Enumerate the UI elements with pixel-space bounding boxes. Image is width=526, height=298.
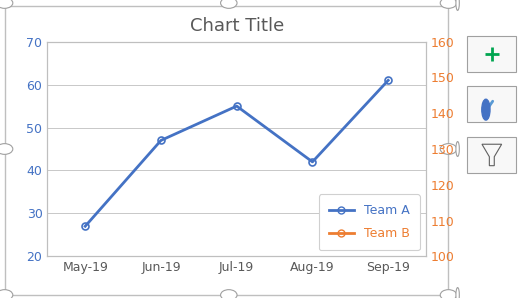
Circle shape (0, 144, 13, 154)
Ellipse shape (482, 99, 490, 120)
Circle shape (456, 142, 459, 156)
FancyBboxPatch shape (467, 137, 517, 173)
Team A (385, 79, 391, 82)
Line: Team A: Team A (82, 77, 392, 230)
Circle shape (456, 0, 459, 10)
Team A (158, 139, 164, 142)
Circle shape (456, 288, 459, 298)
Title: Chart Title: Chart Title (189, 17, 284, 35)
Circle shape (440, 290, 457, 298)
Team A (82, 224, 88, 228)
Circle shape (440, 144, 457, 154)
FancyBboxPatch shape (467, 86, 517, 122)
Circle shape (220, 0, 237, 8)
Legend: Team A, Team B: Team A, Team B (319, 194, 420, 250)
Circle shape (220, 290, 237, 298)
Team A (234, 104, 240, 108)
FancyBboxPatch shape (467, 36, 517, 72)
Circle shape (0, 290, 13, 298)
Team A (309, 160, 316, 164)
Circle shape (0, 0, 13, 8)
Circle shape (440, 0, 457, 8)
